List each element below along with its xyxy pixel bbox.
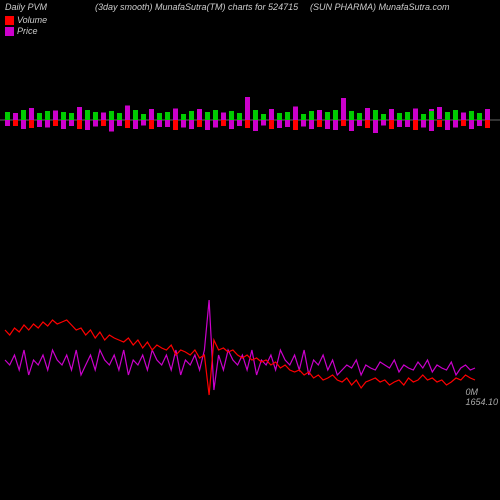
title-right: (SUN PHARMA) MunafaSutra.com [310,2,450,12]
legend-volume-swatch [5,16,14,25]
price-value-label: 1654.10 [465,398,498,408]
legend-price: Price [5,26,47,36]
legend: Volume Price [5,15,47,37]
chart-container: Daily PVM (3day smooth) MunafaSutra(TM) … [0,0,500,500]
title-mid: (3day smooth) MunafaSutra(TM) charts for… [95,2,298,12]
top-chart [0,80,500,160]
legend-volume: Volume [5,15,47,25]
bottom-chart [0,300,500,450]
legend-price-swatch [5,27,14,36]
value-labels: 0M 1654.10 [465,388,498,408]
legend-price-label: Price [17,26,38,36]
title-left: Daily PVM [5,2,47,12]
legend-volume-label: Volume [17,15,47,25]
